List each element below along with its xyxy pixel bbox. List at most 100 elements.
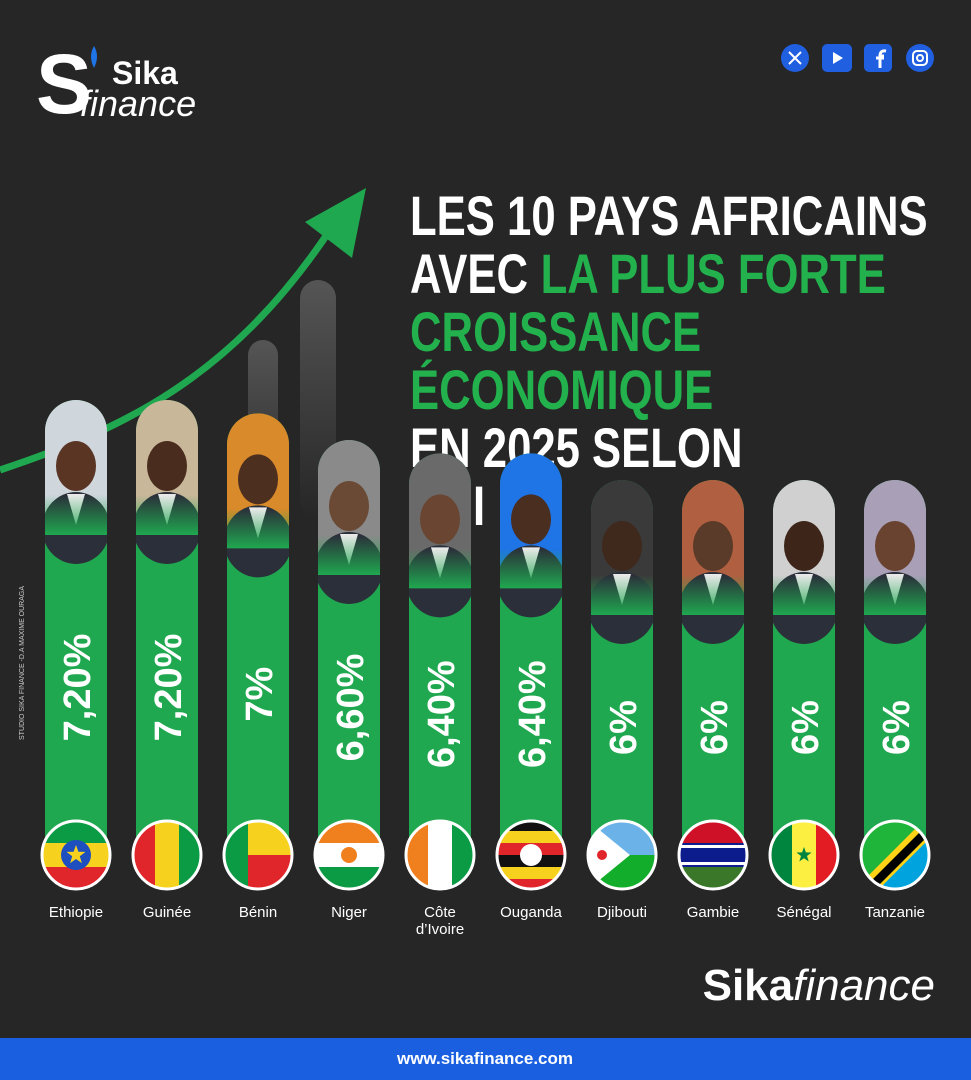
flag [677,819,749,891]
portrait [136,400,198,564]
value-label: 7% [239,667,281,722]
flag [131,819,203,891]
portrait-head [875,521,915,571]
footer-url[interactable]: www.sikafinance.com [396,1049,573,1068]
flag-part [680,862,746,865]
portrait-fade [45,495,107,535]
category-label: Tanzanie [864,904,926,921]
logo-ribbon [91,46,97,68]
portrait-fade [409,548,471,589]
flag-part [680,867,746,888]
portrait [773,480,835,644]
portrait [864,480,926,644]
title-segment: ÉCONOMIQUE [410,359,713,421]
value-label: 6,60% [330,654,372,762]
value-label: 6% [876,700,918,755]
icon-glyph [912,50,928,66]
brand-light: finance [793,961,935,1010]
portrait [227,413,289,578]
flag-body [680,822,746,888]
title-line: AVEC LA PLUS FORTE [410,243,886,305]
category-label: Niger [331,904,367,921]
flag-body [43,822,109,888]
title-segment: AVEC [410,243,528,305]
flag [586,819,658,891]
flag-part [66,845,86,864]
portrait-head [602,521,642,571]
instagram-icon[interactable] [906,44,934,72]
flag-ring [586,819,658,891]
value-label: 6% [785,700,827,755]
social-icons [781,44,934,72]
category-label: Sénégal [776,904,832,921]
value-label: 6,40% [512,660,554,768]
flag-ring [222,819,294,891]
flag-ring [404,819,476,891]
flag-body [771,822,837,888]
flag-ring [495,819,567,891]
flag-part [407,822,428,888]
portrait-fade [500,548,562,589]
arrow-head [305,188,366,258]
portrait [45,400,107,564]
flag-part [498,831,564,843]
flag-body [498,822,564,888]
portrait [682,480,744,644]
portrait [500,453,562,618]
flag-part [225,822,248,888]
title-line: ÉCONOMIQUE [410,359,713,421]
title-line: LES 10 PAYS AFRICAINS [410,185,928,247]
flag-part [43,867,109,888]
flag-ring [677,819,749,891]
flag-body [407,822,473,888]
flag-part [452,822,473,888]
portrait [318,440,380,604]
portrait-head [420,494,460,545]
flag [313,819,385,891]
title-segment: LA PLUS FORTE [541,243,886,305]
flag-part [341,847,357,863]
category-label: Guinée [142,904,192,921]
title-segment: LES 10 PAYS AFRICAINS [410,185,928,247]
portrait-head [329,481,369,531]
flag [222,819,294,891]
icon-glyph [833,52,843,64]
flag-part [179,822,200,888]
flag [404,819,476,891]
flag-part [816,822,837,888]
category-label: Gambie [686,904,740,921]
flag-body [134,822,200,888]
flag-ring [131,819,203,891]
portrait-head [147,441,187,491]
title-line: CROISSANCE [410,301,701,363]
flag-part [862,822,928,888]
value-label: 7,20% [57,634,99,742]
flag-part [316,822,382,843]
portrait-head [784,521,824,571]
value-label: 6,40% [421,660,463,768]
category-label: Ouganda [500,904,562,921]
flag-part [498,867,564,879]
portrait-head [693,521,733,571]
credit: STUDIO SIKA FINANCE -D.A MAXIME OURAGA [19,586,26,740]
portrait-head [56,441,96,491]
category-label: Ethiopie [48,904,104,921]
portrait [409,453,471,618]
category-label: Bénin [238,904,278,921]
flag-part [134,822,155,888]
flag [495,819,567,891]
flag-body [225,822,291,888]
flag-part [597,850,607,860]
portrait-fade [864,575,926,615]
brand-bold: Sika [703,961,794,1010]
portrait-head [238,454,278,505]
category-label: Côte d’Ivoire [415,904,465,938]
value-label: 6% [603,700,645,755]
flag-part [498,822,564,831]
flag-part [680,845,746,848]
value-label: 6% [694,700,736,755]
portrait-fade [227,508,289,549]
flag-part [155,822,179,888]
